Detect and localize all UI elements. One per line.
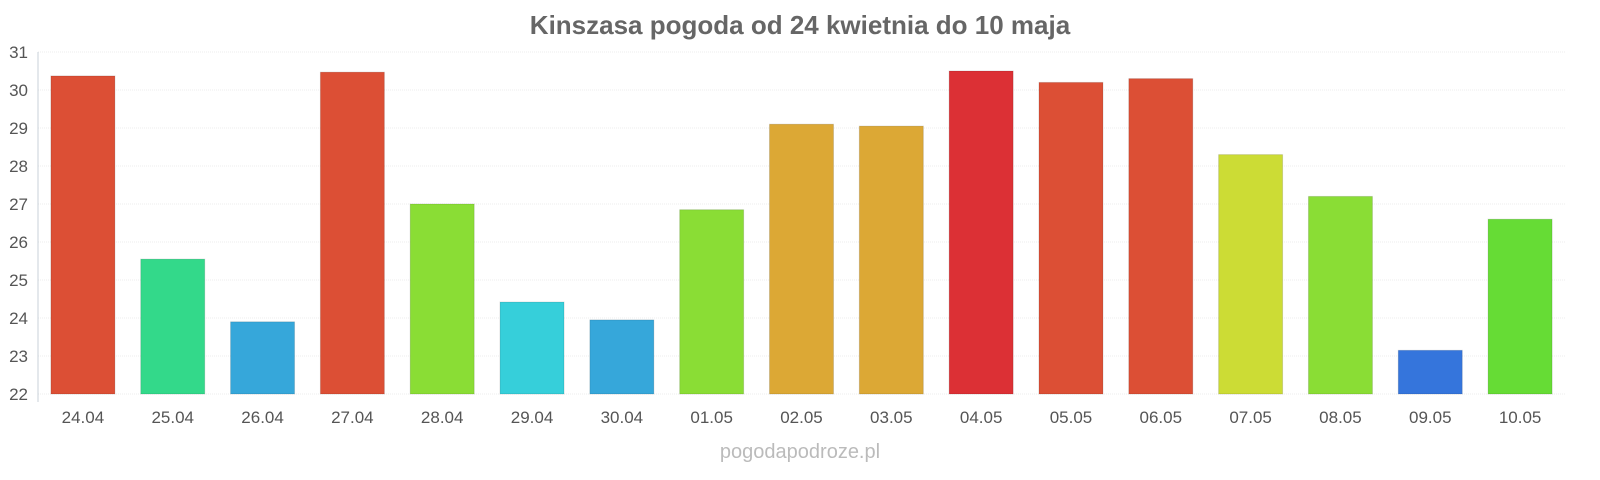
bar-03.05 bbox=[858, 125, 924, 395]
y-tick-label: 23 bbox=[9, 347, 28, 366]
y-tick-label: 24 bbox=[9, 309, 28, 328]
y-tick-label: 31 bbox=[9, 43, 28, 62]
y-tick-label: 28 bbox=[9, 157, 28, 176]
bar-01.05 bbox=[679, 209, 745, 395]
y-tick-label: 26 bbox=[9, 233, 28, 252]
bar-08.05 bbox=[1307, 195, 1373, 395]
bar-25.04 bbox=[140, 258, 206, 395]
x-tick-label: 26.04 bbox=[241, 408, 284, 427]
x-tick-label: 09.05 bbox=[1409, 408, 1452, 427]
bar-28.04 bbox=[409, 203, 475, 395]
x-tick-label: 08.05 bbox=[1319, 408, 1362, 427]
x-tick-label: 24.04 bbox=[62, 408, 105, 427]
bar-29.04 bbox=[499, 301, 565, 395]
x-tick-label: 28.04 bbox=[421, 408, 464, 427]
bar-06.05 bbox=[1128, 78, 1194, 395]
bar-04.05 bbox=[948, 70, 1014, 395]
x-tick-label: 30.04 bbox=[601, 408, 644, 427]
x-tick-label: 01.05 bbox=[690, 408, 733, 427]
x-tick-label: 05.05 bbox=[1050, 408, 1093, 427]
bar-27.04 bbox=[319, 71, 385, 395]
bar-02.05 bbox=[769, 123, 834, 395]
bar-24.04 bbox=[50, 75, 116, 395]
bar-10.05 bbox=[1487, 218, 1553, 395]
x-tick-label: 10.05 bbox=[1499, 408, 1542, 427]
y-tick-label: 25 bbox=[9, 271, 28, 290]
x-tick-label: 07.05 bbox=[1229, 408, 1272, 427]
x-tick-label: 03.05 bbox=[870, 408, 913, 427]
bar-05.05 bbox=[1038, 81, 1104, 395]
y-tick-label: 27 bbox=[9, 195, 28, 214]
x-tick-label: 27.04 bbox=[331, 408, 374, 427]
bar-09.05 bbox=[1397, 349, 1463, 395]
x-tick-label: 06.05 bbox=[1140, 408, 1183, 427]
bar-07.05 bbox=[1218, 154, 1284, 395]
y-tick-label: 30 bbox=[9, 81, 28, 100]
footer-watermark: pogodapodroze.pl bbox=[719, 441, 881, 463]
x-tick-label: 02.05 bbox=[780, 408, 823, 427]
bar-30.04 bbox=[589, 319, 655, 395]
y-tick-label: 22 bbox=[9, 385, 28, 404]
x-tick-label: 29.04 bbox=[511, 408, 554, 427]
y-tick-label: 29 bbox=[9, 119, 28, 138]
chart-title: Kinszasa pogoda od 24 kwietnia do 10 maj… bbox=[529, 10, 1071, 40]
x-tick-label: 25.04 bbox=[151, 408, 194, 427]
bar-26.04 bbox=[230, 321, 296, 395]
x-tick-label: 04.05 bbox=[960, 408, 1003, 427]
